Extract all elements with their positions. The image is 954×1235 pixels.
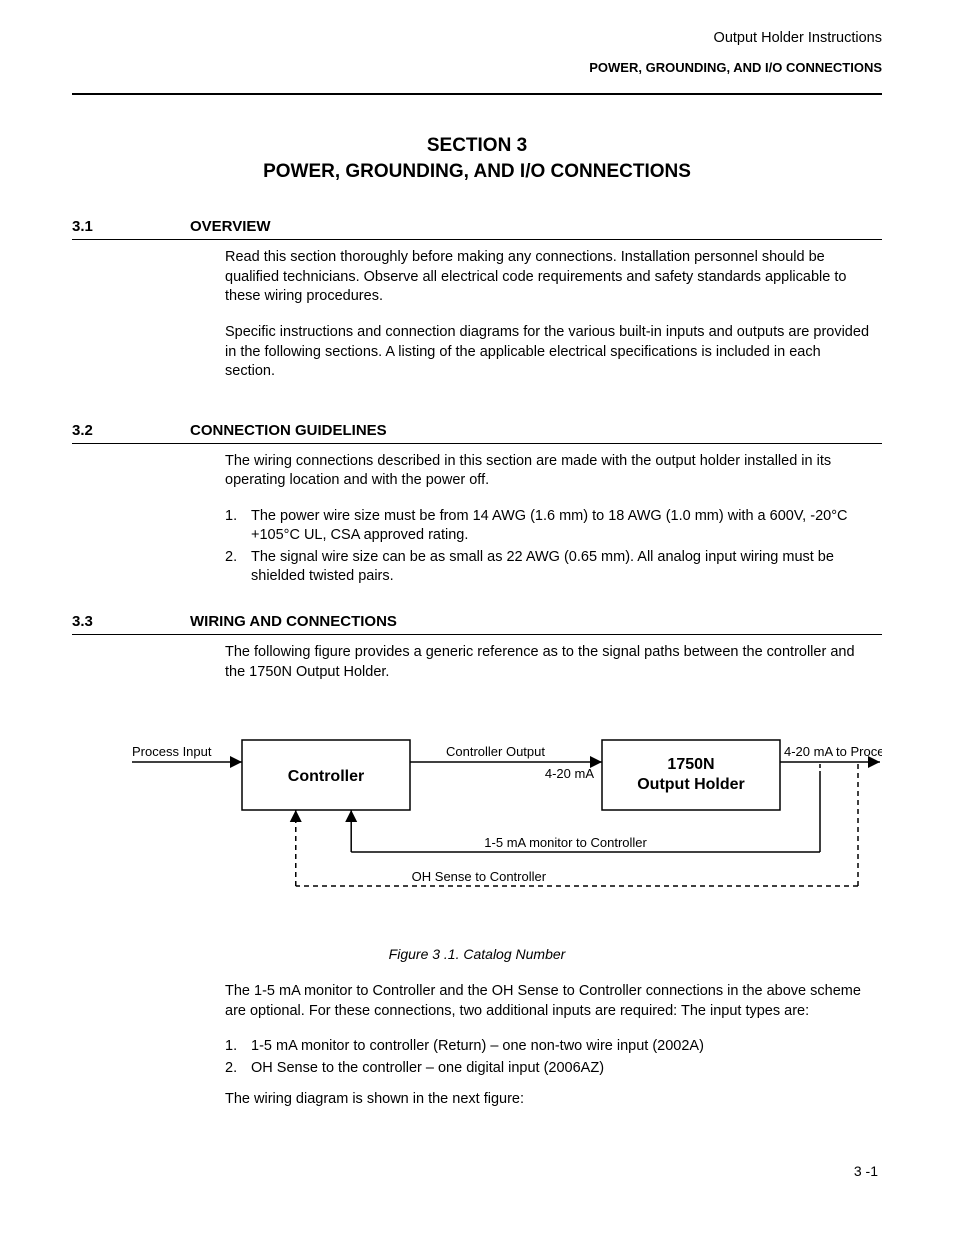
para-32-1: The wiring connections described in this… [225,452,872,491]
list-item: 2.OH Sense to the controller – one digit… [225,1059,872,1079]
list-32: 1.The power wire size must be from 14 AW… [225,507,872,587]
section-num-32: 3.2 [72,422,190,439]
svg-text:1750N: 1750N [667,756,714,773]
section-rule-31 [72,239,882,240]
diagram-svg: Controller 1750N Output Holder Process Inpu… [72,726,882,916]
list-text: 1-5 mA monitor to controller (Return) – … [251,1037,872,1057]
section-title-line2: POWER, GROUNDING, AND I/O CONNECTIONS [263,161,691,182]
section-heading-33: WIRING AND CONNECTIONS [190,613,397,630]
list-item: 1.1-5 mA monitor to controller (Return) … [225,1037,872,1057]
section-heading-32: CONNECTION GUIDELINES [190,422,387,439]
list-text: The power wire size must be from 14 AWG … [251,507,872,546]
section-rule-32 [72,443,882,444]
header-rule [72,93,882,95]
svg-text:4-20 mA to Process: 4-20 mA to Process [784,744,882,759]
list-item: 2.The signal wire size can be as small a… [225,548,872,587]
svg-text:Controller Output: Controller Output [446,744,545,759]
list-text: The signal wire size can be as small as … [251,548,872,587]
list-marker: 1. [225,1037,251,1057]
list-after: 1.1-5 mA monitor to controller (Return) … [225,1037,872,1078]
doc-subheader: POWER, GROUNDING, AND I/O CONNECTIONS [72,60,882,75]
section-title-line1: SECTION 3 [427,135,527,156]
list-item: 1.The power wire size must be from 14 AW… [225,507,872,546]
figure-caption: Figure 3 .1. Catalog Number [72,946,882,962]
list-text: OH Sense to the controller – one digital… [251,1059,872,1079]
svg-text:OH Sense to Controller: OH Sense to Controller [412,869,547,884]
section-rule-33 [72,634,882,635]
svg-text:4-20 mA: 4-20 mA [545,766,594,781]
list-marker: 1. [225,507,251,546]
section-heading-31: OVERVIEW [190,218,271,235]
para-33-1: The following figure provides a generic … [225,643,872,682]
wiring-diagram: Controller 1750N Output Holder Process Inpu… [72,726,882,916]
para-31-1: Read this section thoroughly before maki… [225,248,872,307]
svg-text:1-5 mA monitor to Controller: 1-5 mA monitor to Controller [484,835,647,850]
list-marker: 2. [225,1059,251,1079]
section-title: SECTION 3 POWER, GROUNDING, AND I/O CONN… [72,133,882,184]
svg-text:Controller: Controller [288,768,364,785]
para-31-2: Specific instructions and connection dia… [225,323,872,382]
para-after-2: The wiring diagram is shown in the next … [225,1090,872,1110]
svg-text:Output Holder: Output Holder [637,776,745,793]
section-num-31: 3.1 [72,218,190,235]
doc-title: Output Holder Instructions [72,30,882,46]
para-after-1: The 1-5 mA monitor to Controller and the… [225,982,872,1021]
page-number: 3 -1 [854,1163,878,1179]
list-marker: 2. [225,548,251,587]
section-num-33: 3.3 [72,613,190,630]
svg-text:Process Input: Process Input [132,744,212,759]
